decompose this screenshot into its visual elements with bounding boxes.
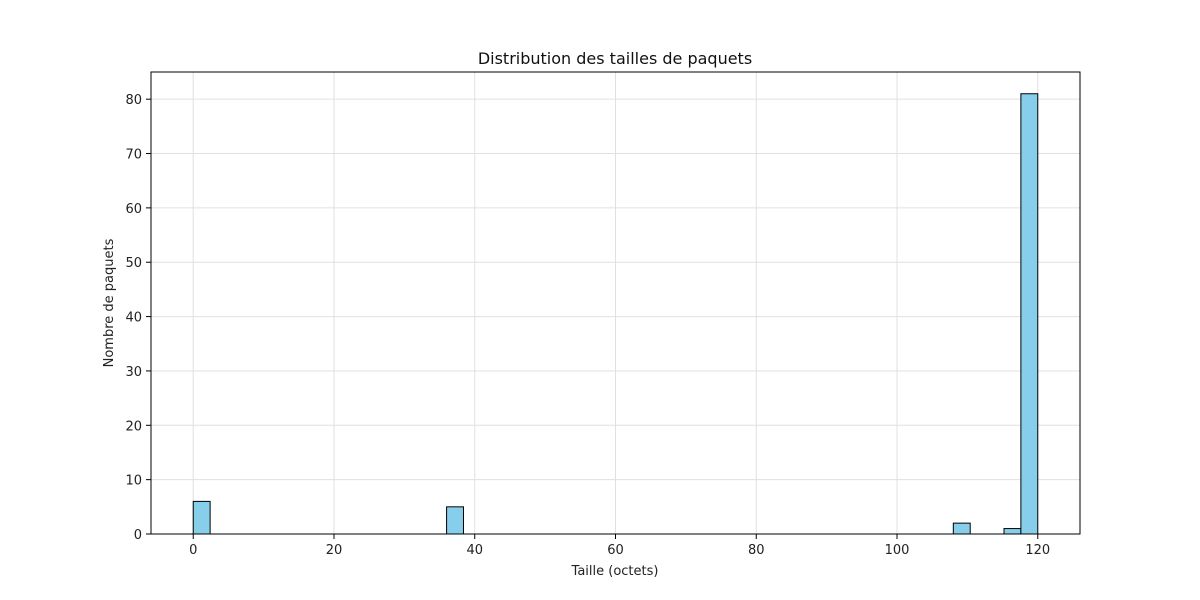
y-tick-label: 30 — [125, 365, 142, 380]
x-tick-label: 60 — [607, 543, 624, 558]
y-tick-label: 40 — [125, 311, 142, 326]
y-tick-label: 10 — [125, 474, 142, 489]
y-tick-label: 0 — [134, 528, 142, 543]
grid-lines — [151, 72, 1080, 535]
x-tick-label: 20 — [326, 543, 343, 558]
histogram-bar — [192, 500, 211, 535]
y-tick-label: 20 — [125, 419, 142, 434]
x-tick-label: 120 — [1025, 543, 1050, 558]
x-axis-ticks: 0 20 40 60 80 100 120 — [189, 534, 1050, 558]
histogram-bar — [952, 522, 971, 535]
y-tick-label: 50 — [125, 256, 142, 271]
chart-title: Distribution des tailles de paquets — [478, 49, 752, 68]
y-axis-label: Nombre de paquets — [102, 238, 117, 367]
y-tick-label: 60 — [125, 202, 142, 217]
y-tick-label: 70 — [125, 148, 142, 163]
y-tick-label: 80 — [125, 93, 142, 108]
x-tick-label: 0 — [189, 543, 197, 558]
y-axis-ticks: 0 10 20 30 40 50 60 70 80 — [125, 93, 151, 543]
histogram-bar — [446, 506, 464, 535]
histogram-bar — [1003, 528, 1022, 535]
x-tick-label: 100 — [885, 543, 910, 558]
x-axis-label: Taille (octets) — [571, 564, 659, 579]
bar-group — [192, 93, 1039, 535]
x-tick-label: 40 — [466, 543, 483, 558]
x-tick-label: 80 — [748, 543, 765, 558]
histogram-bar — [1020, 93, 1039, 535]
